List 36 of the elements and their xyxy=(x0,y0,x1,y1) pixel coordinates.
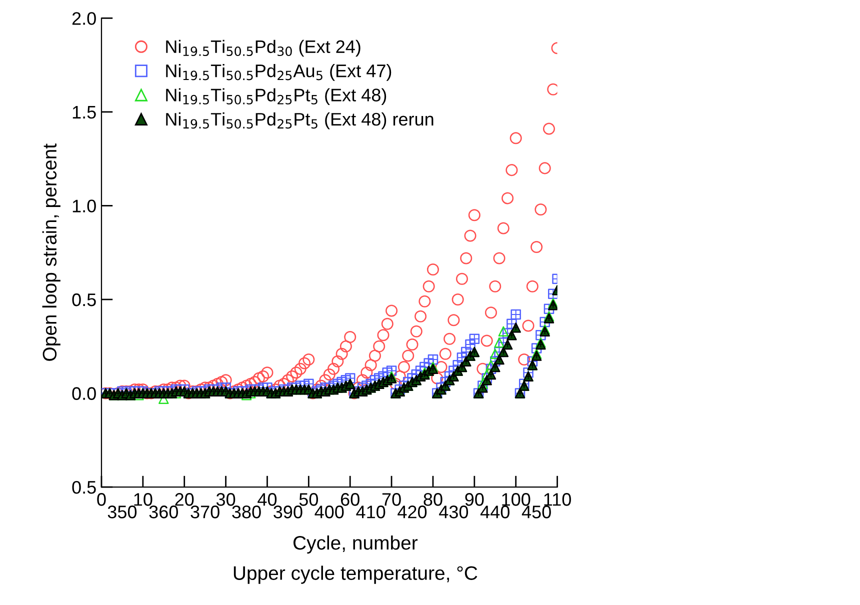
x-tick-label: 60 xyxy=(340,493,360,506)
x-tick-label: 30 xyxy=(216,493,236,506)
text: Ni$_{19.5}$Ti$_{50.5}$Pd$_{25}$Pt$_{5}$ (Ext 48) rerun xyxy=(166,112,434,130)
x2-axis-title: Upper cycle temperature, °C xyxy=(234,566,478,584)
x-tick-label: 90 xyxy=(465,493,484,506)
x-tick-label: 100 xyxy=(502,493,530,506)
x2-tick-label: 390 xyxy=(274,506,302,518)
x-tick-label: 80 xyxy=(424,493,442,506)
text: Ni$_{19.5}$Ti$_{50.5}$Pd$_{25}$Au$_{5}$ (Ext 47) xyxy=(166,64,392,81)
x2-tick-label: 350 xyxy=(108,506,137,518)
x-axis-title: Cycle, number xyxy=(293,535,418,554)
x-tick-label: 20 xyxy=(175,493,194,506)
x2-tick-label: 450 xyxy=(522,506,551,518)
legend-label: Ni$_{19.5}$Ti$_{50.5}$Pd$_{30}$ (Ext 24) xyxy=(166,40,360,57)
x2-tick-label: 360 xyxy=(149,506,178,518)
y-tick-label: 0.5 xyxy=(72,293,96,306)
x-tick-label: 110 xyxy=(544,493,571,506)
x2-tick-label: 380 xyxy=(232,506,261,518)
x2-tick-label: 430 xyxy=(439,506,468,518)
y-tick-label: 1.5 xyxy=(72,106,96,119)
x-tick-label: 70 xyxy=(382,493,401,506)
y-tick-label: 0.5 xyxy=(72,480,96,494)
x-tick-label: 40 xyxy=(258,493,277,506)
x2-tick-label: 370 xyxy=(190,506,220,518)
x2-tick-label: 440 xyxy=(480,506,510,518)
x-tick-label: 0 xyxy=(97,493,106,506)
y-tick-label: 0.0 xyxy=(72,387,96,400)
x2-tick-label: 410 xyxy=(356,506,386,518)
text: Ni$_{19.5}$Ti$_{50.5}$Pd$_{25}$Pt$_{5}$ (Ext 48) xyxy=(166,88,386,106)
y-tick-label: 1.0 xyxy=(72,200,96,212)
x2-tick-label: 400 xyxy=(314,506,344,518)
x-tick-label: 50 xyxy=(299,493,318,506)
y-tick-label: 2.0 xyxy=(72,12,96,25)
x2-tick-label: 420 xyxy=(398,506,427,518)
y-axis-title: Open loop strain, percent xyxy=(42,144,60,361)
x-tick-label: 10 xyxy=(134,493,152,506)
